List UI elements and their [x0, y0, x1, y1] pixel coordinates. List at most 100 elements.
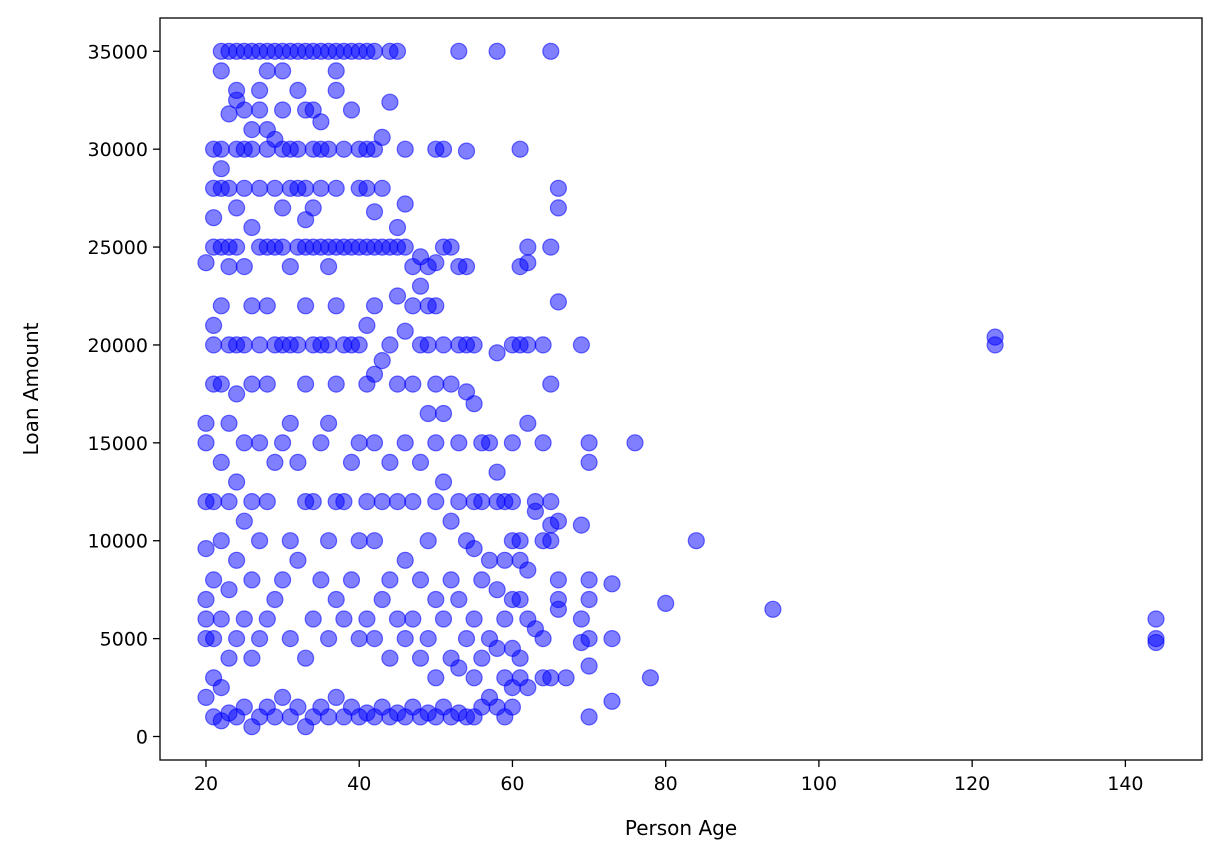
data-point	[365, 434, 384, 452]
data-point	[304, 610, 322, 628]
data-point	[350, 629, 368, 648]
y-tick-label: 5000	[100, 629, 148, 651]
data-point	[381, 336, 399, 354]
data-point	[549, 179, 568, 197]
data-point	[603, 629, 621, 648]
data-point	[304, 493, 322, 511]
data-point	[396, 322, 414, 340]
data-point	[312, 571, 330, 589]
data-point	[365, 297, 384, 315]
data-point	[373, 179, 391, 197]
data-point	[419, 404, 437, 423]
data-point	[396, 434, 414, 452]
y-tick-label: 35000	[88, 41, 148, 63]
data-point	[442, 571, 460, 589]
data-point	[549, 571, 568, 589]
data-point	[274, 62, 292, 80]
data-point	[228, 385, 246, 403]
data-point	[212, 453, 230, 471]
data-point	[197, 539, 215, 558]
data-point	[197, 590, 215, 609]
data-point	[342, 571, 361, 589]
data-point	[312, 434, 330, 452]
data-point	[450, 434, 468, 452]
data-point	[327, 62, 345, 80]
data-point	[258, 375, 276, 393]
data-point	[1147, 610, 1165, 628]
data-point	[373, 493, 391, 511]
data-point	[212, 160, 230, 178]
data-point	[235, 179, 253, 197]
data-point	[488, 639, 506, 658]
data-point	[542, 238, 560, 256]
data-point	[388, 42, 407, 60]
data-point	[266, 453, 284, 471]
data-point	[457, 142, 476, 160]
data-point	[580, 434, 598, 452]
data-point	[480, 551, 499, 569]
data-point	[212, 140, 230, 158]
data-point	[251, 179, 269, 197]
data-point	[373, 590, 391, 609]
data-point	[289, 453, 307, 471]
data-point	[473, 649, 491, 667]
data-point	[342, 453, 361, 471]
data-point	[251, 629, 269, 648]
data-point	[457, 258, 476, 276]
data-point	[404, 610, 422, 628]
data-point	[986, 328, 1004, 346]
data-point	[381, 453, 399, 471]
data-point	[396, 140, 414, 158]
data-point	[266, 179, 284, 197]
data-point	[235, 610, 253, 628]
data-point	[542, 493, 560, 511]
data-point	[542, 532, 560, 550]
data-point	[411, 571, 430, 589]
data-point	[450, 493, 468, 511]
data-point	[289, 140, 307, 158]
data-point	[388, 287, 407, 305]
data-point	[258, 610, 276, 628]
data-point	[404, 297, 422, 315]
data-point	[381, 571, 399, 589]
data-point	[266, 590, 284, 609]
data-point	[274, 571, 292, 589]
data-point	[197, 610, 215, 628]
data-point	[488, 42, 506, 60]
data-point	[580, 590, 598, 609]
data-point	[373, 352, 391, 370]
x-tick-label: 20	[194, 773, 218, 795]
data-point	[205, 571, 223, 589]
y-tick-label: 30000	[88, 139, 148, 161]
data-point	[365, 42, 384, 60]
data-point	[488, 463, 506, 481]
data-point	[396, 195, 414, 213]
data-point	[220, 649, 238, 667]
data-point	[450, 659, 468, 677]
data-point	[281, 532, 299, 550]
data-point	[358, 316, 376, 334]
data-point	[228, 238, 246, 256]
data-point	[519, 414, 537, 432]
data-point	[641, 669, 660, 687]
data-point	[235, 258, 253, 276]
data-point	[442, 238, 460, 256]
data-point	[526, 493, 545, 511]
data-point	[274, 434, 292, 452]
data-point	[427, 375, 445, 393]
data-point	[657, 594, 675, 613]
data-point	[243, 140, 261, 158]
data-point	[228, 81, 246, 100]
data-point	[312, 179, 330, 197]
data-point	[549, 590, 568, 609]
data-point	[289, 336, 307, 354]
data-point	[511, 649, 529, 667]
data-point	[488, 344, 506, 362]
data-point	[327, 590, 345, 609]
data-point	[572, 336, 591, 354]
data-point	[350, 532, 368, 550]
data-point	[243, 493, 261, 511]
data-point	[327, 81, 345, 100]
data-point	[220, 179, 238, 197]
data-point	[258, 493, 276, 511]
